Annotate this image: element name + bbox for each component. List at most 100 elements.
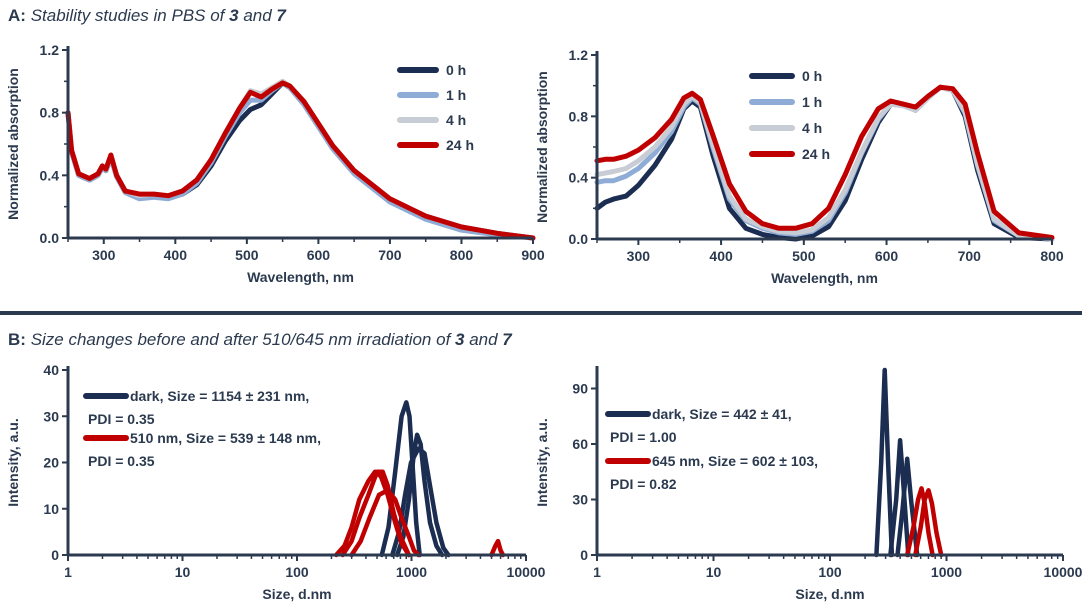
x-tick-label: 600 [875,248,899,264]
x-tick-label: 300 [627,248,651,264]
legend-label: 4 h [802,120,822,136]
x-tick-label: 1000 [396,564,427,580]
legend-label: 0 h [446,62,466,78]
x-tick-label: 400 [164,247,188,263]
section-b-text: Size changes before and after 510/645 nm… [30,330,456,349]
y-tick-label: 90 [572,381,588,397]
legend-label: 510 nm, Size = 539 ± 148 nm, [130,430,321,446]
series-line-1-h-1 [65,80,536,241]
y-tick-label: 1.2 [40,42,60,58]
legend-label: 645 nm, Size = 602 ± 103, [652,453,818,469]
y-tick-label: 30 [43,408,59,424]
x-tick-label: 400 [709,248,733,264]
x-tick-label: 700 [958,248,982,264]
legend-label: 4 h [446,112,466,128]
legend-label: 24 h [446,137,474,153]
chart-b-right: 1 10 100 1000 10000 0 30 60 90 Size, d.nm Intensit… [534,366,1082,602]
legend: dark, Size = 442 ± 41, PDI = 1.00 645 nm, … [605,406,818,492]
x-tick-label: 10 [706,564,722,580]
x-tick-label: 800 [1040,248,1064,264]
x-tick-label: 300 [92,247,116,263]
legend-label: 24 h [802,146,830,162]
y-axis-title: Normalized absorption [534,71,550,223]
section-a-compound-1: 3 [229,6,239,25]
y-axis-title: Intensity, a.u. [5,418,21,506]
legend: 0 h 1 h 4 h 24 h [397,62,474,153]
x-tick-label: 500 [235,247,259,263]
series-line-24-h-3 [594,84,1055,240]
y-tick-label: 0.8 [569,108,589,124]
y-axis-title: Normalized absorption [5,68,21,220]
x-tick-label: 1000 [931,564,962,580]
legend: dark, Size = 1154 ± 231 nm, PDI = 0.35 510… [83,388,321,469]
chart-a-left: 300 400 500 600 700 800 900 0.0 0.4 0.8 1.2 Wavelen… [5,42,545,285]
y-tick-label: 0 [580,547,588,563]
y-tick-label: 0.4 [569,170,589,186]
x-tick-label: 800 [450,247,474,263]
y-tick-label: 1.2 [569,47,589,63]
series-line-0-h-0 [594,84,1055,242]
series-line-0-h-0 [65,80,536,241]
legend-label: dark, Size = 442 ± 41, [652,406,792,422]
x-tick-label: 600 [307,247,331,263]
series-line-510-nm-5 [349,488,421,558]
x-tick-label: 10 [175,564,191,580]
x-tick-label: 900 [521,247,545,263]
section-b-lead: B: [8,330,26,349]
legend-label: 0 h [802,68,822,84]
y-tick-label: 0.4 [40,167,60,183]
series-line-510-nm-4 [340,469,412,558]
y-tick-label: 40 [43,362,59,378]
legend-label: dark, Size = 1154 ± 231 nm, [130,388,309,404]
section-a-compound-2: 7 [276,6,286,25]
x-tick-label: 100 [285,564,309,580]
x-axis-title: Wavelength, nm [771,270,878,286]
x-axis-title: Size, d.nm [795,586,864,602]
series-line-24-h-3 [65,80,536,241]
section-divider [0,311,1082,315]
series-line-645-nm-4 [913,488,944,558]
x-tick-label: 100 [818,564,842,580]
y-tick-label: 0 [51,547,59,563]
legend: 0 h 1 h 4 h 24 h [749,68,830,162]
x-axis-title: Size, d.nm [262,586,331,602]
y-tick-label: 60 [572,436,588,452]
x-tick-label: 500 [792,248,816,264]
section-b-and: and [464,330,503,349]
section-a-and: and [238,6,277,25]
section-b-compound-2: 7 [502,330,512,349]
series-line-4-h-2 [65,78,536,241]
legend-label-pdi: PDI = 0.35 [88,411,155,427]
x-axis-title: Wavelength, nm [247,269,354,285]
y-tick-label: 0.8 [40,105,60,121]
series-line-645-nm-3 [904,486,935,558]
series-line-4-h-2 [594,84,1055,242]
x-tick-label: 1 [64,564,72,580]
section-a-lead: A: [8,6,26,25]
x-tick-label: 1 [593,564,601,580]
chart-b-left: 1 10 100 1000 10000 0 10 20 30 40 Size, d.nm Intens… [5,362,546,602]
section-b-compound-1: 3 [455,330,465,349]
series-line-dark-1 [888,438,911,558]
legend-label: 1 h [802,94,822,110]
y-tick-label: 0.0 [40,230,60,246]
y-tick-label: 0.0 [569,231,589,247]
y-tick-label: 20 [43,455,59,471]
y-axis-title: Intensity, a.u. [534,418,550,506]
y-tick-label: 30 [572,492,588,508]
legend-label: 1 h [446,87,466,103]
x-tick-label: 10000 [507,564,546,580]
chart-a-right: 300 400 500 600 700 800 0.0 0.4 0.8 1.2 Wavelength… [534,47,1064,286]
section-b-title: B: Size changes before and after 510/645… [8,330,512,350]
x-tick-label: 10000 [1044,564,1082,580]
section-a-title: A: Stability studies in PBS of 3 and 7 [8,6,286,26]
series-line-dark-0 [874,367,895,558]
legend-label-pdi: PDI = 1.00 [610,429,677,445]
x-tick-label: 700 [378,247,402,263]
series-line-dark-1 [394,432,445,558]
series-line-1-h-1 [594,84,1055,242]
legend-label-pdi: PDI = 0.82 [610,476,677,492]
y-tick-label: 10 [43,501,59,517]
legend-label-pdi: PDI = 0.35 [88,453,155,469]
